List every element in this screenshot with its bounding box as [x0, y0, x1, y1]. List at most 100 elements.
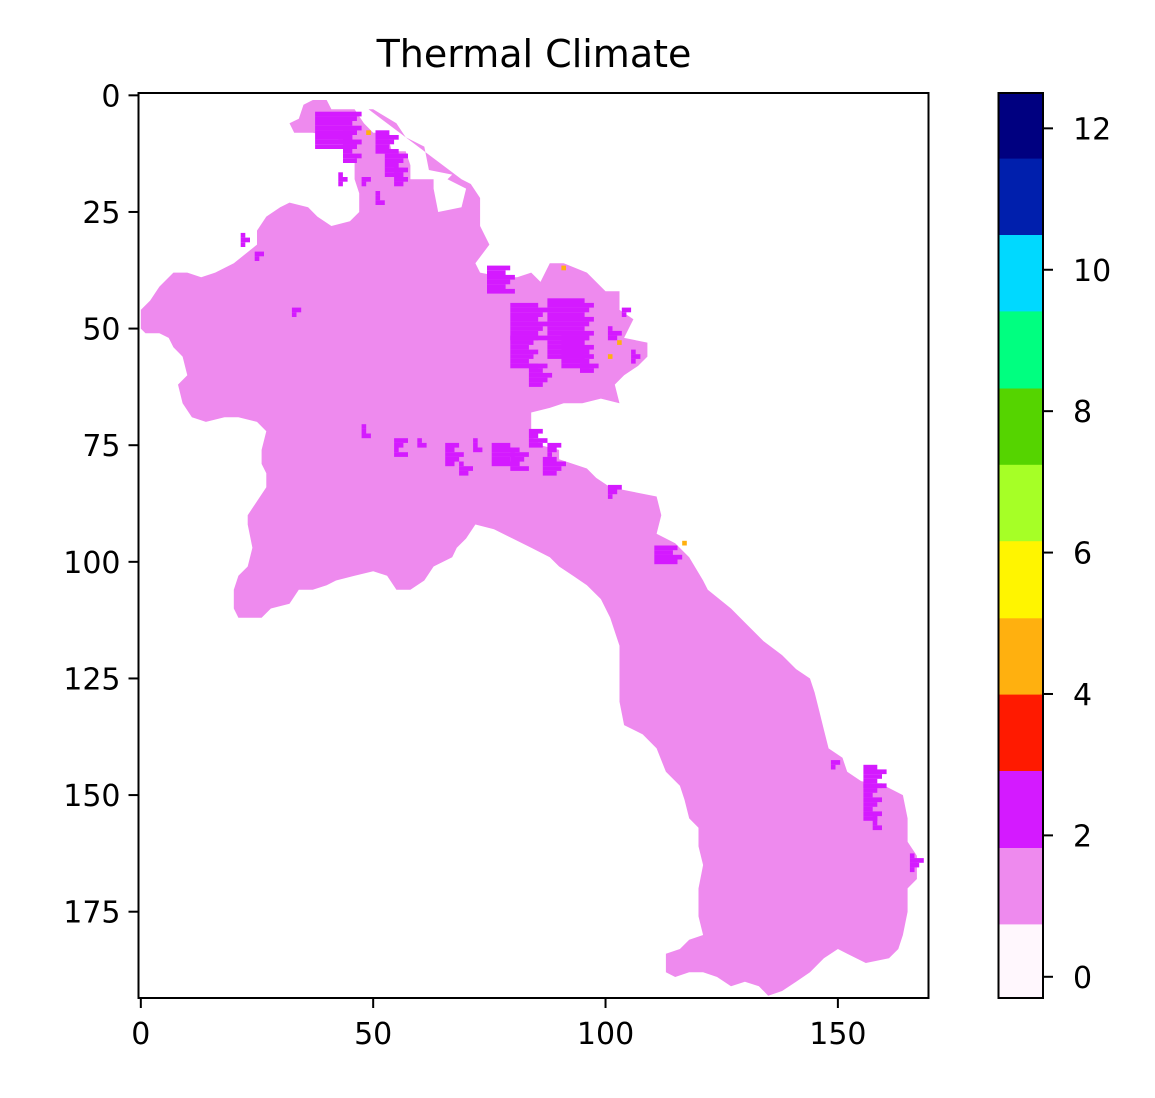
thermal-class-2-cell [528, 363, 548, 369]
thermal-class-2-cell [863, 783, 882, 789]
thermal-class-2-cell [459, 461, 464, 467]
thermal-class-2-cell [445, 447, 455, 453]
thermal-class-2-cell [459, 470, 469, 476]
colorbar-bins [998, 93, 1043, 999]
thermal-class-2-cell [315, 139, 362, 145]
thermal-class-2-cell [315, 125, 362, 131]
thermal-class-2-cell [607, 489, 618, 495]
thermal-class-2-cell [394, 438, 408, 443]
thermal-class-2-cell [361, 424, 367, 429]
thermal-class-2-cell [580, 358, 590, 364]
thermal-class-2-cell [872, 825, 882, 831]
thermal-class-2-cell [510, 326, 543, 331]
thermal-class-2-cell [547, 312, 585, 317]
thermal-class-2-cell [343, 149, 353, 154]
thermal-class-2-cell [654, 559, 678, 565]
thermal-class-2-cell [528, 442, 543, 448]
thermal-class-2-cell [375, 130, 390, 135]
chart-title: Thermal Climate [376, 32, 692, 76]
thermal-class-4-cell [682, 540, 687, 546]
thermal-class-2-cell [361, 181, 367, 187]
thermal-class-2-cell [547, 447, 557, 453]
thermal-class-2-cell [654, 554, 683, 560]
colorbar-bin-5 [998, 540, 1043, 619]
thermal-class-2-cell [473, 442, 478, 448]
thermal-class-2-cell [909, 858, 924, 863]
thermal-class-2-cell [375, 191, 381, 196]
colorbar-bin-4 [998, 617, 1043, 695]
thermal-class-2-cell [445, 452, 464, 457]
thermal-class-4-cell [617, 340, 622, 345]
colorbar-tick-label: 8 [1073, 395, 1092, 430]
thermal-class-2-cell [394, 181, 404, 187]
thermal-class-2-cell [491, 461, 520, 467]
thermal-class-2-cell [315, 111, 362, 117]
y-tick-label: 75 [82, 429, 120, 464]
thermal-class-2-cell [338, 181, 343, 187]
thermal-class-2-cell [510, 466, 529, 471]
thermal-class-2-cell [240, 242, 246, 247]
thermal-class-2-cell [375, 135, 399, 140]
thermal-class-2-cell [607, 326, 613, 331]
thermal-class-2-cell [343, 135, 353, 140]
thermal-class-2-cell [343, 130, 357, 135]
thermal-class-2-cell [510, 340, 534, 345]
colorbar-bin-8 [998, 310, 1043, 389]
thermal-class-2-cell [291, 312, 297, 317]
thermal-class-2-cell [394, 177, 408, 182]
thermal-class-2-cell [417, 438, 422, 443]
thermal-class-2-cell [542, 466, 562, 471]
colorbar-tick-label: 10 [1073, 254, 1111, 289]
thermal-class-2-cell [863, 778, 878, 784]
thermal-class-2-cell [528, 382, 543, 387]
thermal-class-2-cell [491, 456, 511, 462]
thermal-class-2-cell [487, 274, 515, 280]
thermal-class-2-cell [547, 302, 594, 308]
thermal-class-2-cell [654, 545, 678, 551]
colorbar-tick-label: 2 [1073, 819, 1092, 854]
thermal-class-2-cell [631, 358, 636, 364]
thermal-class-2-cell [394, 442, 404, 448]
thermal-class-2-cell [510, 307, 548, 313]
thermal-class-2-cell [445, 461, 455, 467]
thermal-class-2-cell [361, 428, 367, 434]
y-tick-label: 150 [63, 779, 120, 814]
thermal-class-2-cell [510, 316, 539, 322]
colorbar-bin-0 [998, 923, 1043, 999]
thermal-class-1-region [140, 100, 917, 996]
thermal-class-2-cell [528, 433, 539, 439]
thermal-class-2-cell [909, 862, 920, 868]
thermal-class-2-cell [654, 550, 673, 555]
thermal-class-2-cell [542, 470, 557, 476]
colorbar-bin-1 [998, 847, 1043, 925]
thermal-class-2-cell [631, 354, 641, 359]
colorbar-tick-label: 12 [1073, 112, 1111, 147]
thermal-class-2-cell [510, 456, 525, 462]
thermal-class-2-cell [830, 764, 836, 770]
colorbar-bin-10 [998, 158, 1043, 235]
y-axis: 0 25 50 75 100 125 150 175 [63, 79, 139, 931]
thermal-class-2-cell [510, 461, 520, 467]
x-tick-label: 50 [354, 1017, 392, 1052]
thermal-class-2-cell [510, 312, 543, 317]
colorbar-tick-label: 4 [1073, 678, 1092, 713]
thermal-class-2-cell [863, 811, 882, 817]
thermal-class-2-cell [384, 153, 408, 159]
thermal-class-2-cell [487, 284, 506, 289]
thermal-class-2-cell [872, 816, 878, 821]
thermal-class-2-cell [491, 442, 511, 448]
thermal-class-2-cell [417, 442, 427, 448]
thermal-class-2-cell [394, 172, 399, 177]
thermal-class-2-cell [510, 363, 539, 369]
thermal-class-2-cell [384, 163, 399, 168]
thermal-class-2-cell [547, 321, 590, 327]
thermal-class-2-cell [547, 316, 594, 322]
colorbar-bin-2 [998, 770, 1043, 848]
thermal-class-4-cell [607, 354, 613, 359]
thermal-class-2-cell [361, 433, 371, 439]
thermal-class-2-cell [491, 452, 515, 457]
thermal-class-2-cell [830, 760, 841, 765]
thermal-class-2-cell [338, 172, 343, 177]
thermal-class-2-cell [561, 340, 585, 345]
